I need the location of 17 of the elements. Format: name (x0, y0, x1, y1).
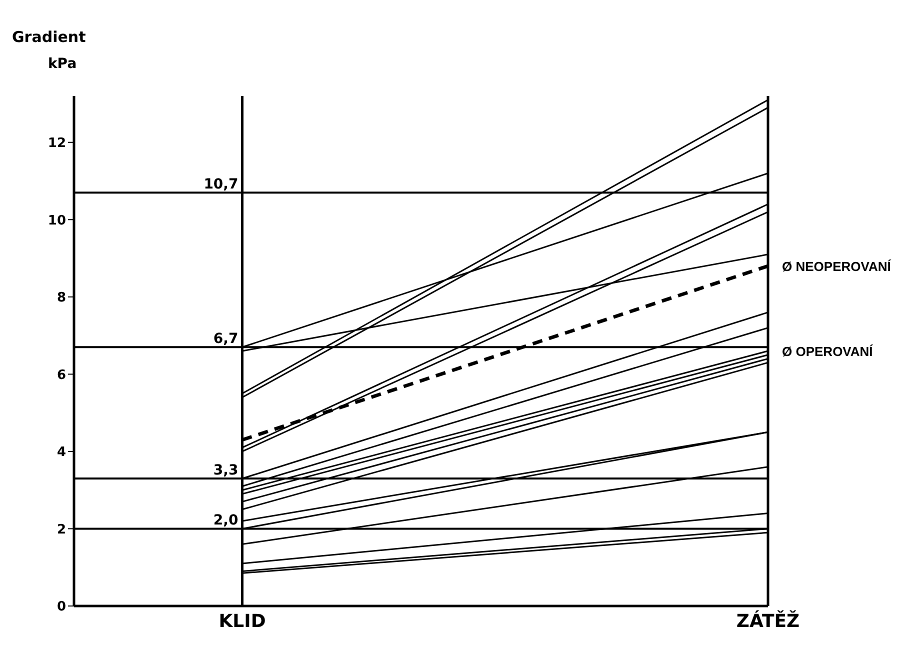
y-tick-label: 8 (56, 290, 66, 306)
y-tick-label: 10 (48, 213, 66, 228)
y-axis-title: kPa (48, 56, 77, 72)
y-tick-label: 12 (48, 136, 66, 151)
series-label: Ø OPEROVANÍ (782, 344, 874, 359)
ref-line-label: 6,7 (213, 331, 238, 348)
ref-line-label: 3,3 (213, 462, 238, 478)
y-tick-label: 2 (56, 522, 66, 538)
x-tick-label: KLID (218, 610, 266, 632)
series-label: Ø NEOPEROVANÍ (782, 259, 892, 274)
y-tick-label: 6 (56, 368, 66, 383)
y-tick-label: 0 (56, 600, 66, 615)
x-tick-label: ZÁTĚŽ (736, 610, 800, 632)
y-tick-label: 4 (56, 445, 66, 460)
ref-line-label: 10,7 (204, 176, 238, 193)
chart-title: Gradient (12, 28, 86, 46)
ref-line-label: 2,0 (213, 512, 238, 529)
